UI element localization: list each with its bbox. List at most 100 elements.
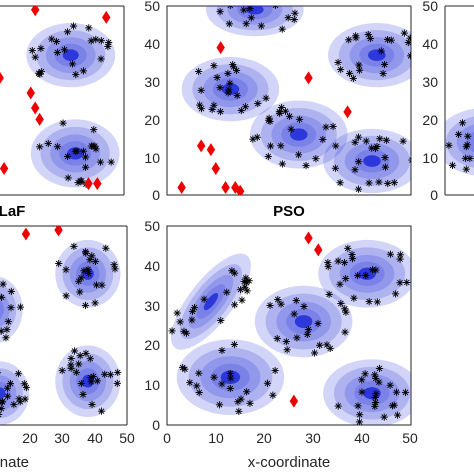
y-tick-label: 50 (422, 0, 438, 14)
sample-point (314, 319, 322, 328)
sample-point (337, 65, 345, 74)
density-contour (206, 6, 304, 37)
sample-point (408, 157, 411, 163)
sample-point (334, 58, 342, 67)
sample-point (62, 266, 70, 274)
x-tick-label: 30 (305, 430, 321, 446)
sample-point (366, 34, 374, 43)
sample-point (91, 142, 99, 150)
sample-point (90, 126, 98, 134)
sample-point (354, 133, 363, 141)
sample-point (253, 0, 260, 3)
sample-point (329, 122, 337, 131)
x-tick-label: 40 (87, 430, 103, 446)
sample-point (396, 255, 404, 263)
sample-point (387, 36, 395, 44)
sample-point (273, 334, 281, 343)
sample-point (217, 316, 225, 325)
sample-point (182, 329, 191, 337)
outlier-marker (84, 177, 93, 191)
cluster-density (254, 285, 353, 358)
sample-point (272, 6, 279, 9)
outlier-marker (304, 71, 313, 85)
sample-point (241, 103, 250, 111)
sample-point (361, 370, 369, 378)
sample-point (190, 304, 199, 312)
density-contour (0, 292, 10, 327)
sample-point (82, 249, 90, 257)
sample-point (227, 6, 234, 10)
sample-point (114, 368, 122, 377)
cluster-density (181, 57, 280, 122)
sample-point (247, 14, 255, 22)
sample-point (35, 69, 43, 77)
density-contour (0, 300, 4, 320)
sample-point (375, 364, 384, 373)
sample-point (200, 295, 208, 303)
panel-title: LaF (0, 203, 25, 220)
sample-point (350, 294, 358, 302)
sample-point (254, 99, 262, 108)
sample-point (403, 278, 411, 287)
x-tick-label: 20 (22, 430, 38, 446)
sample-point (448, 161, 457, 169)
sample-point (4, 318, 12, 326)
sample-point (396, 279, 404, 287)
sample-point (381, 163, 390, 171)
sample-point (243, 388, 251, 396)
sample-point (36, 143, 44, 151)
sample-point (10, 401, 18, 409)
sample-point (81, 163, 90, 171)
y-tick-label: 20 (144, 337, 160, 353)
sample-point (284, 14, 292, 22)
x-tick-label: 50 (119, 430, 135, 446)
sample-point (96, 158, 105, 166)
axes-box (166, 225, 412, 426)
sample-point (0, 397, 2, 404)
sample-point (176, 318, 184, 326)
sample-point (412, 46, 419, 53)
sample-point (216, 84, 224, 92)
sample-point (173, 309, 181, 317)
sample-point (67, 354, 75, 363)
outlier-marker (54, 226, 63, 237)
sample-point (362, 137, 370, 145)
sample-point (375, 178, 383, 186)
y-tick-label: 10 (422, 150, 438, 166)
sample-point (337, 299, 345, 308)
panel-bottom-left: LaF 20 30 40 50 x-coordinate (0, 203, 135, 471)
density-contour (0, 387, 6, 399)
outlier-marker (196, 139, 206, 153)
sample-point (386, 381, 394, 389)
sample-point (323, 341, 331, 349)
outlier-marker (221, 180, 230, 194)
sample-point (0, 411, 3, 418)
sample-point (229, 63, 238, 71)
sample-point (276, 109, 284, 117)
sample-point (6, 379, 15, 388)
sample-point (72, 368, 80, 376)
sample-point (76, 288, 84, 296)
sample-point (355, 158, 363, 166)
sample-point (302, 162, 310, 170)
density-contour (227, 6, 283, 25)
sample-point (246, 399, 254, 407)
sample-point (263, 379, 272, 387)
sample-point (371, 371, 379, 379)
sample-point (269, 391, 277, 399)
sample-point (390, 179, 398, 187)
sample-point (264, 152, 272, 161)
sample-point (168, 327, 176, 335)
sample-point (235, 407, 243, 415)
sample-point (458, 119, 467, 127)
sample-point (295, 151, 303, 159)
sample-point (354, 402, 362, 410)
sample-point (188, 316, 196, 324)
sample-point (97, 407, 106, 415)
sample-point (67, 361, 75, 369)
sample-point (77, 379, 85, 388)
sample-point (406, 34, 411, 42)
y-tick-label: 20 (422, 112, 438, 128)
sample-point (291, 9, 299, 17)
sample-point (401, 388, 410, 396)
